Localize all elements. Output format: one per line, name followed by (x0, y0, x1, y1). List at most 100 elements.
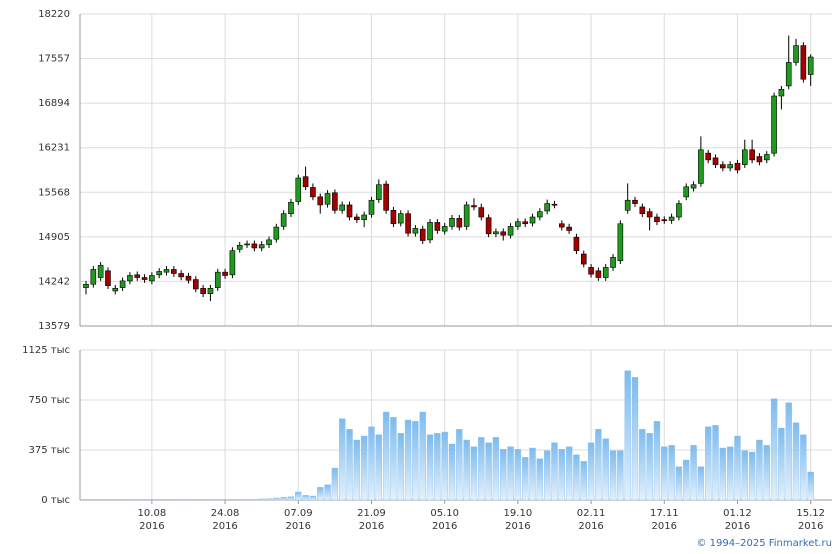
candle-body (280, 213, 287, 227)
x-tick-label: 19.10 (504, 508, 533, 519)
candle-body (412, 228, 419, 234)
candle-body (141, 277, 148, 280)
x-tick-label: 2016 (286, 521, 311, 532)
x-tick-label: 2016 (798, 521, 823, 532)
volume-bar (558, 449, 565, 501)
candle-body (646, 211, 653, 218)
volume-bar (126, 499, 134, 501)
volume-bar (756, 439, 763, 501)
candle-body (134, 274, 141, 278)
candle-body (522, 221, 529, 225)
volume-bar (602, 438, 609, 501)
candle-body (683, 186, 690, 198)
volume-bar (287, 496, 295, 501)
volume-bar (360, 435, 368, 501)
volume-bar (192, 499, 200, 501)
candle-body (654, 216, 660, 223)
candle-body (375, 184, 382, 200)
volume-bar (273, 497, 280, 501)
volume-bar (726, 446, 734, 501)
candle-body (302, 176, 309, 188)
y-tick-label: 1125 тыс (22, 345, 70, 356)
candle-body (310, 187, 316, 198)
candle-body (405, 213, 411, 234)
candle-body (163, 269, 170, 273)
volume-bar (470, 446, 478, 501)
candle-body (544, 203, 550, 212)
candle-body (515, 221, 521, 227)
candle-body (507, 226, 514, 236)
x-tick-label: 2016 (432, 521, 457, 532)
x-tick-label: 2016 (652, 521, 677, 532)
candle-body (500, 231, 507, 236)
candle-body (346, 204, 353, 218)
candle-body (463, 204, 470, 227)
candle-body (434, 222, 441, 231)
candle-body (639, 206, 646, 214)
candle-body (573, 236, 580, 251)
volume-bar (690, 445, 697, 501)
candle-body (244, 243, 250, 246)
volume-bar (412, 421, 419, 501)
candle-body (602, 267, 609, 278)
candle-body (595, 270, 602, 278)
volume-bar (543, 450, 551, 501)
volume-bar (119, 499, 126, 501)
volume-bar (646, 433, 653, 501)
volume-bar (419, 411, 426, 501)
volume-bar (507, 446, 514, 501)
volume-bar (199, 499, 207, 501)
candle-body (119, 280, 126, 288)
x-tick-label: 05.10 (430, 508, 459, 519)
volume-bar (368, 426, 375, 501)
candle-body (390, 210, 397, 225)
volume-bar (221, 499, 229, 501)
candle-body (185, 275, 192, 281)
volume-bar (112, 499, 119, 501)
candle-body (207, 287, 214, 294)
volume-bar (653, 421, 661, 501)
y-tick-label: 16231 (38, 143, 70, 154)
candle-body (222, 271, 228, 276)
volume-bar (741, 450, 748, 501)
x-tick-label: 15.12 (796, 508, 825, 519)
volume-bar (609, 450, 617, 501)
volume-bar (807, 471, 814, 501)
volume-bar (683, 459, 690, 501)
volume-bar (734, 435, 741, 501)
volume-bar (697, 466, 705, 501)
candle-body (193, 279, 199, 290)
candle-body (449, 218, 455, 227)
candle-body (807, 56, 814, 75)
volume-bar (309, 495, 317, 501)
volume-bar (536, 458, 544, 501)
volume-bar (265, 498, 273, 501)
candle-body (661, 219, 668, 222)
x-tick-label: 17.11 (650, 508, 679, 519)
candle-body (485, 217, 492, 235)
x-tick-label: 01.12 (723, 508, 752, 519)
candle-body (149, 275, 155, 282)
volume-bar (148, 499, 156, 501)
volume-bar (770, 398, 778, 501)
volume-bar (90, 499, 97, 501)
x-tick-label: 24.08 (211, 508, 240, 519)
candle-body (793, 45, 799, 63)
volume-bar (661, 446, 668, 501)
x-tick-label: 2016 (212, 521, 237, 532)
volume-bar (478, 437, 485, 501)
y-tick-label: 14242 (38, 276, 70, 287)
y-tick-label: 14905 (38, 232, 70, 243)
volume-bar (580, 461, 587, 501)
volume-bar (302, 495, 309, 501)
candle-body (105, 270, 111, 286)
volume-bar (624, 370, 631, 501)
volume-bar (163, 499, 170, 501)
candle-body (258, 244, 265, 249)
volume-bar (97, 499, 104, 501)
volume-bar (236, 499, 243, 501)
x-tick-label: 02.11 (577, 508, 606, 519)
volume-bar (134, 499, 141, 501)
candle-body (229, 250, 236, 276)
